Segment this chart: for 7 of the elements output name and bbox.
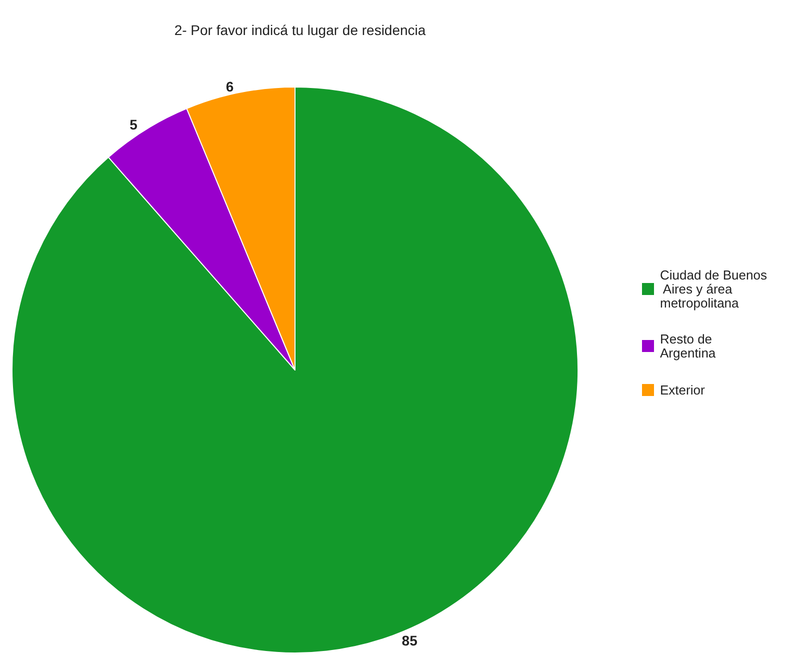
chart-title: 2- Por favor indicá tu lugar de residencia [174,22,426,38]
legend-label: Resto de Argentina [660,332,716,360]
legend-label: Exterior [660,382,706,398]
legend-label: Ciudad de Buenos Aires y área metropolitana [660,268,768,310]
data-label: 85 [402,632,418,648]
data-label: 5 [130,116,138,133]
data-label: 6 [226,78,234,95]
